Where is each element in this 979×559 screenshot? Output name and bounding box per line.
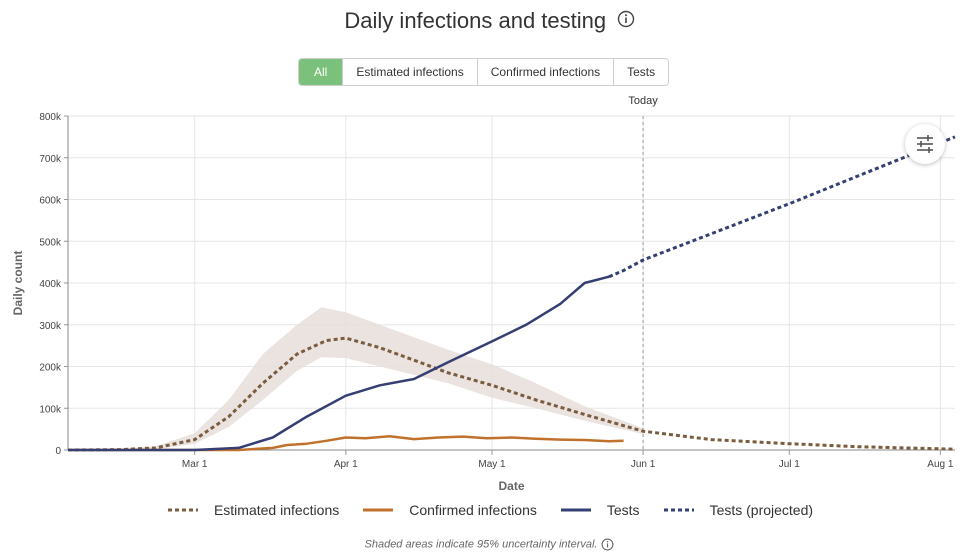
legend-label-estimated: Estimated infections (213, 502, 340, 518)
y-tick-label: 200k (39, 363, 62, 374)
uncertainty-band (121, 307, 644, 450)
x-axis-title: Date (498, 479, 524, 493)
chart-settings-button[interactable] (905, 124, 945, 164)
legend-item-tests-projected[interactable]: Tests (projected) (662, 502, 813, 518)
y-tick-label: 100k (39, 404, 62, 415)
tab-confirmed-infections[interactable]: Confirmed infections (477, 59, 615, 85)
y-tick-label: 0 (55, 446, 61, 457)
footnote-text: Shaded areas indicate 95% uncertainty in… (364, 538, 598, 551)
tab-estimated-infections[interactable]: Estimated infections (343, 59, 478, 85)
tab-tests[interactable]: Tests (614, 59, 669, 85)
view-tabs: All Estimated infections Confirmed infec… (298, 58, 670, 86)
y-tick-label: 500k (39, 237, 62, 248)
x-tick-label: Jun 1 (631, 459, 656, 470)
legend-label-tests-projected: Tests (projected) (709, 502, 814, 518)
estimated-infections-line (67, 336, 956, 452)
legend-label-tests: Tests (606, 502, 640, 518)
legend-label-confirmed: Confirmed infections (409, 502, 537, 518)
x-tick-label: May 1 (478, 459, 506, 470)
y-tick-label: 800k (39, 112, 62, 123)
x-tick-label: Aug 1 (927, 459, 954, 470)
y-tick-label: 300k (39, 321, 62, 332)
legend-item-tests[interactable]: Tests (559, 502, 640, 518)
info-circle-icon[interactable] (601, 538, 614, 551)
info-circle-icon[interactable] (617, 10, 635, 33)
y-tick-label: 700k (39, 154, 62, 165)
x-tick-label: Mar 1 (182, 459, 208, 470)
y-tick-label: 400k (39, 279, 62, 290)
sliders-icon (917, 135, 933, 153)
x-tick-label: Jul 1 (779, 459, 801, 470)
x-tick-label: Apr 1 (334, 459, 358, 470)
uncertainty-footnote: Shaded areas indicate 95% uncertainty in… (0, 538, 979, 551)
chart-title-row: Daily infections and testing (0, 8, 979, 34)
confirmed-infections-line (68, 434, 624, 452)
legend-item-estimated[interactable]: Estimated infections (166, 502, 339, 518)
today-label: Today (628, 95, 658, 107)
y-axis-title: Daily count (11, 251, 25, 316)
tab-all[interactable]: All (299, 59, 344, 85)
tests-line (68, 275, 610, 452)
legend-item-confirmed[interactable]: Confirmed infections (361, 502, 537, 518)
y-tick-label: 600k (39, 196, 62, 207)
chart-title: Daily infections and testing (344, 8, 607, 33)
tests-projected-line (608, 135, 956, 279)
chart-legend: Estimated infections Confirmed infection… (0, 502, 979, 518)
